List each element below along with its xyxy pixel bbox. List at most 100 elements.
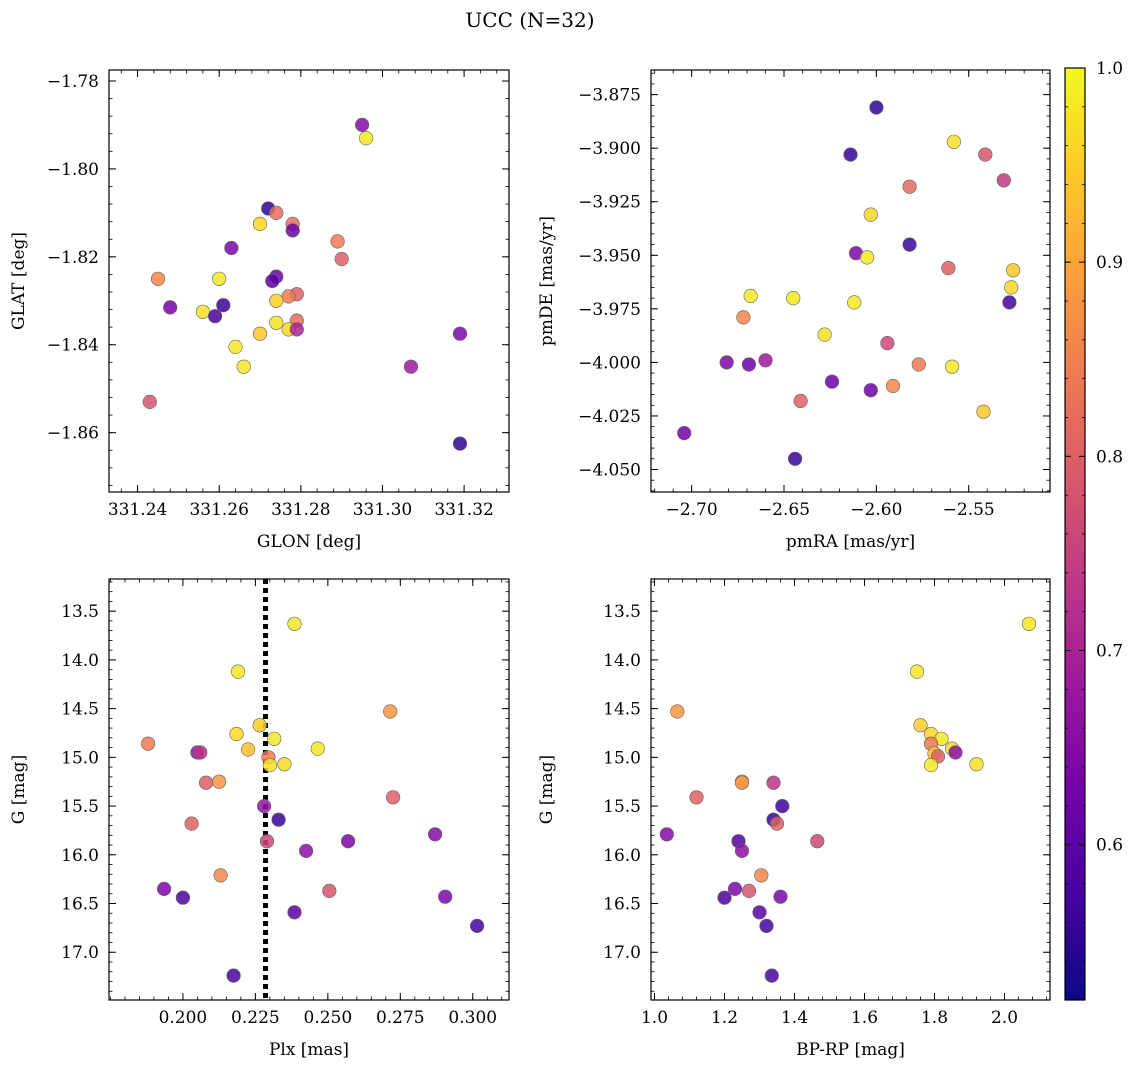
- scatter-point: [252, 718, 267, 733]
- scatter-point: [403, 359, 419, 374]
- x-tick-label: 331.24: [108, 500, 167, 520]
- x-tick-label: −2.60: [850, 500, 902, 520]
- colorbar-tick-label: 0.8: [1096, 447, 1123, 467]
- panel-bprp-vs-g: 1.0 1.2 1.4 1.6 1.8 2.0 13.5 14.0 14.5 15.0 15.5 16…: [537, 578, 1051, 1060]
- scatter-point: [199, 775, 214, 790]
- scatter-point: [969, 757, 984, 772]
- x-tick-label: 1.8: [921, 1008, 948, 1028]
- figure-title: UCC (N=32): [465, 8, 594, 32]
- scatter-point: [259, 834, 275, 849]
- x-axis-label: BP-RP [mag]: [796, 1040, 905, 1060]
- y-axis-label: pmDE [mas/yr]: [537, 216, 557, 346]
- scatter-point: [1004, 280, 1019, 295]
- scatter-point: [824, 374, 840, 389]
- panel-plx-vs-g: 0.200 0.225 0.250 0.275 0.300 13.5 14.0 14.5 15.…: [9, 578, 510, 1060]
- scatter-point: [230, 664, 246, 679]
- y-tick-label: 14.0: [61, 651, 99, 671]
- x-axis-label: GLON [deg]: [257, 532, 361, 552]
- scatter-point: [944, 359, 960, 374]
- scatter-point: [717, 890, 732, 905]
- y-tick-label: 16.5: [603, 895, 641, 915]
- y-tick-label: −3.875: [578, 86, 641, 106]
- scatter-point: [157, 881, 172, 897]
- scatter-point: [670, 704, 685, 719]
- scatter-point: [847, 295, 862, 310]
- scatter-point: [289, 322, 304, 337]
- x-tick-label: 1.4: [781, 1008, 808, 1028]
- scatter-point: [262, 757, 278, 773]
- scatter-point: [383, 704, 398, 719]
- y-tick-label: −1.82: [47, 248, 99, 268]
- scatter-point: [754, 868, 769, 883]
- x-tick-label: −2.65: [758, 500, 810, 520]
- scatter-point: [287, 616, 302, 631]
- scatter-point: [195, 304, 210, 319]
- scatter-point: [743, 288, 758, 304]
- scatter-point: [212, 774, 227, 789]
- y-axis-label: G [mag]: [537, 755, 557, 824]
- scatter-point: [787, 451, 803, 466]
- y-tick-label: 14.5: [61, 700, 99, 720]
- scatter-point: [229, 726, 244, 742]
- scatter-points: [141, 616, 485, 983]
- scatter-point: [355, 117, 370, 132]
- scatter-point: [902, 179, 917, 194]
- scatter-point: [909, 664, 925, 679]
- scatter-point: [341, 834, 356, 849]
- y-tick-label: −1.80: [47, 160, 99, 180]
- scatter-point: [228, 339, 243, 355]
- x-tick-label: 1.0: [641, 1008, 668, 1028]
- scatter-point: [271, 812, 286, 827]
- y-tick-label: 14.5: [603, 700, 641, 720]
- scatter-point: [923, 757, 939, 773]
- y-tick-label: 13.5: [603, 602, 641, 622]
- scatter-point: [764, 968, 779, 983]
- y-tick-label: 15.0: [603, 748, 641, 768]
- x-tick-label: 0.300: [448, 1008, 497, 1028]
- x-tick-label: 0.250: [304, 1008, 353, 1028]
- y-tick-label: −4.050: [578, 461, 641, 481]
- scatter-point: [470, 918, 485, 934]
- scatter-point: [428, 827, 443, 842]
- y-tick-label: −3.900: [578, 139, 641, 159]
- colorbar: 0.6 0.7 0.8 0.9 1.0: [1064, 59, 1123, 1001]
- scatter-point: [150, 271, 166, 286]
- scatter-point: [267, 731, 282, 746]
- scatter-points: [142, 117, 468, 451]
- scatter-point: [1021, 616, 1037, 631]
- scatter-point: [281, 289, 296, 304]
- scatter-point: [758, 353, 773, 368]
- scatter-point: [659, 827, 674, 842]
- scatter-point: [330, 234, 345, 249]
- scatter-point: [287, 905, 302, 920]
- scatter-point: [734, 843, 750, 859]
- x-tick-label: 331.28: [271, 500, 330, 520]
- scatter-point: [786, 291, 801, 306]
- scatter-point: [734, 775, 750, 790]
- scatter-point: [817, 327, 832, 342]
- scatter-point: [677, 426, 692, 441]
- scatter-point: [727, 881, 743, 897]
- x-tick-label: 1.6: [851, 1008, 878, 1028]
- x-tick-label: 0.225: [231, 1008, 280, 1028]
- panel-pmra-vs-pmde: −2.70 −2.65 −2.60 −2.55 −3.875 −3.900 −3.925 −3…: [537, 69, 1051, 552]
- scatter-point: [257, 798, 272, 814]
- x-tick-label: 2.0: [991, 1008, 1018, 1028]
- scatter-point: [452, 436, 468, 451]
- axes-frame: [108, 69, 510, 493]
- y-tick-label: 15.5: [61, 797, 99, 817]
- scatter-point: [208, 309, 223, 324]
- axes-frame: [650, 578, 1051, 1001]
- x-axis-label: pmRA [mas/yr]: [786, 532, 915, 552]
- colorbar-tick-label: 0.6: [1096, 836, 1123, 856]
- x-tick-label: 331.26: [189, 500, 248, 520]
- scatter-point: [334, 251, 349, 267]
- scatter-point: [299, 843, 314, 859]
- y-tick-label: 17.0: [61, 943, 99, 963]
- scatter-point: [863, 383, 878, 398]
- scatter-point: [913, 718, 928, 733]
- scatter-point: [1002, 295, 1017, 310]
- scatter-point: [184, 816, 199, 831]
- scatter-point: [322, 883, 337, 899]
- scatter-point: [386, 790, 401, 805]
